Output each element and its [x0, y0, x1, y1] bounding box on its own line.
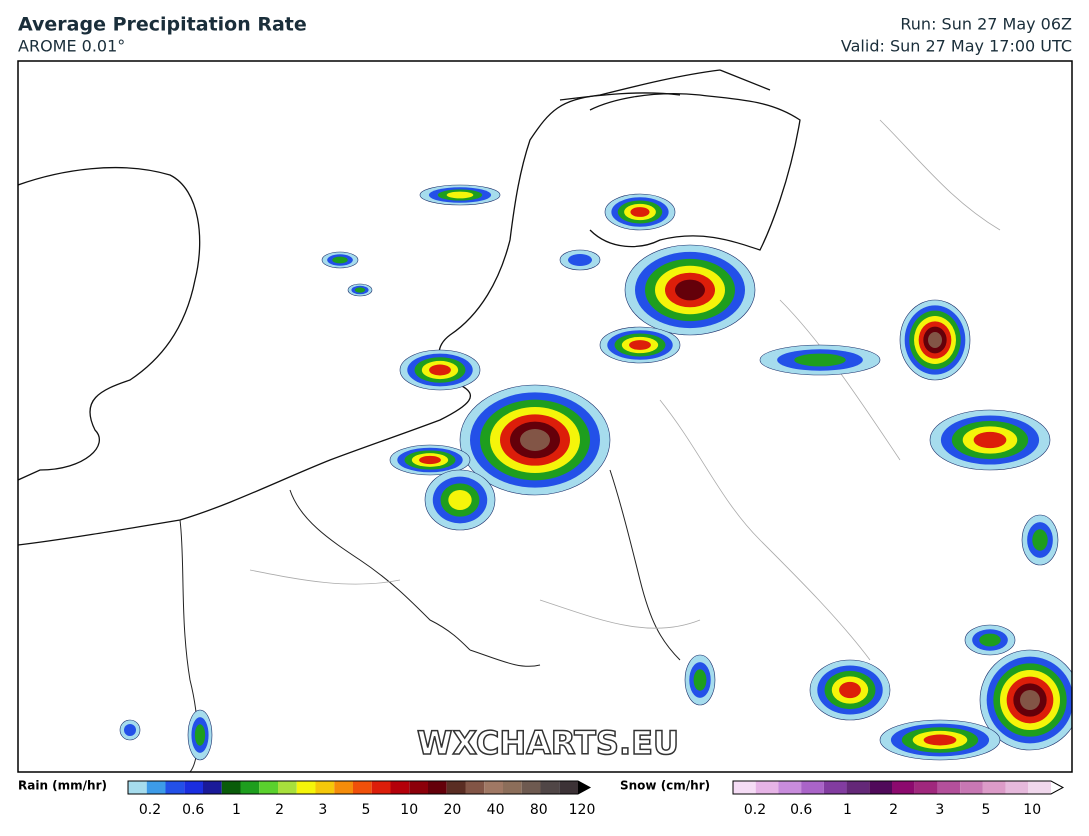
snow-tick-label: 0.6 — [790, 802, 812, 818]
coastlines — [18, 69, 801, 546]
rain-color-step — [203, 781, 222, 794]
snow-color-step — [846, 781, 870, 794]
rain-cell — [973, 431, 1007, 449]
rain-cell — [354, 287, 366, 293]
rain-color-step — [540, 781, 560, 794]
rain-color-step — [446, 781, 466, 794]
rain-cell — [419, 455, 441, 465]
snow-tick-label: 10 — [1023, 802, 1041, 818]
precipitation — [119, 184, 1072, 761]
rain-color-step — [296, 781, 316, 794]
rain-color-step — [240, 781, 260, 794]
rain-tick-label: 5 — [362, 802, 371, 818]
rain-tick-label: 80 — [530, 802, 548, 818]
rain-cell — [332, 256, 348, 264]
snow-legend-label: Snow (cm/hr) — [620, 779, 710, 793]
rain-tick-label: 2 — [275, 802, 284, 818]
rain-tick-label: 0.2 — [139, 802, 161, 818]
rain-tick-label: 20 — [443, 802, 461, 818]
snow-colorbar-frame — [732, 780, 1065, 795]
regions — [249, 119, 1001, 661]
rain-color-step — [165, 781, 185, 794]
rain-tick-label: 3 — [318, 802, 327, 818]
rain-color-step — [146, 781, 166, 794]
subtitle: AROME 0.01° — [18, 37, 125, 56]
rain-tick-label: 10 — [400, 802, 418, 818]
rain-color-step — [184, 781, 203, 794]
rain-color-step — [428, 781, 447, 794]
snow-tick-label: 3 — [935, 802, 944, 818]
run-time: Run: Sun 27 May 06Z — [900, 15, 1072, 34]
rain-cell — [520, 429, 550, 451]
rain-color-step — [353, 781, 372, 794]
valid-time: Valid: Sun 27 May 17:00 UTC — [841, 37, 1072, 56]
rain-color-step — [409, 781, 428, 794]
rain-cell — [446, 191, 474, 199]
rain-cell — [675, 279, 705, 301]
rain-color-step — [315, 781, 335, 794]
rain-cell — [194, 724, 206, 746]
rain-legend-label: Rain (mm/hr) — [18, 779, 107, 793]
rain-cell — [448, 490, 472, 510]
rain-color-step — [278, 781, 297, 794]
rain-cell — [568, 254, 592, 266]
rain-cell — [429, 364, 451, 376]
rain-tick-label: 1 — [232, 802, 241, 818]
rain-color-step — [484, 781, 503, 794]
watermark: WXCHARTS.EU — [417, 724, 679, 762]
snow-color-step — [778, 781, 802, 794]
snow-color-step — [1028, 781, 1051, 794]
rain-color-step — [221, 781, 241, 794]
rain-color-step — [465, 781, 485, 794]
rain-color-step — [559, 781, 578, 794]
snow-color-step — [892, 781, 915, 794]
rain-cell — [923, 734, 957, 746]
snow-tick-label: 2 — [889, 802, 898, 818]
snow-color-step — [823, 781, 847, 794]
rain-cell — [124, 724, 136, 736]
snow-color-step — [914, 781, 938, 794]
rain-cell — [693, 669, 707, 691]
rain-color-step — [334, 781, 353, 794]
rain-cell — [1020, 690, 1040, 710]
rain-cell — [839, 681, 861, 699]
rain-color-step — [259, 781, 278, 794]
snow-tick-label: 5 — [982, 802, 991, 818]
title: Average Precipitation Rate — [18, 14, 307, 36]
rain-tick-label: 40 — [487, 802, 505, 818]
rain-cell — [1032, 529, 1048, 551]
snow-color-step — [755, 781, 779, 794]
map-frame — [17, 60, 1073, 773]
rain-cell — [928, 332, 942, 348]
rain-color-step — [371, 781, 391, 794]
rain-cell — [794, 353, 846, 367]
rain-color-step — [390, 781, 410, 794]
snow-color-step — [801, 781, 824, 794]
snow-color-step — [869, 781, 892, 794]
rain-color-step — [128, 781, 147, 794]
rain-cell — [979, 633, 1001, 647]
snow-tick-label: 1 — [843, 802, 852, 818]
rain-tick-label: 120 — [569, 802, 596, 818]
snow-tick-label: 0.2 — [744, 802, 766, 818]
rain-cell — [629, 340, 651, 350]
snow-color-step — [733, 781, 756, 794]
map-area: WXCHARTS.EU — [18, 61, 1072, 772]
snow-color-step — [982, 781, 1006, 794]
snow-color-step — [960, 781, 983, 794]
rain-tick-label: 0.6 — [182, 802, 204, 818]
rain-extend-arrow — [578, 781, 590, 794]
snow-color-step — [1005, 781, 1029, 794]
rain-color-step — [503, 781, 522, 794]
rain-color-step — [521, 781, 541, 794]
rain-cell — [630, 207, 650, 217]
snow-color-step — [937, 781, 961, 794]
